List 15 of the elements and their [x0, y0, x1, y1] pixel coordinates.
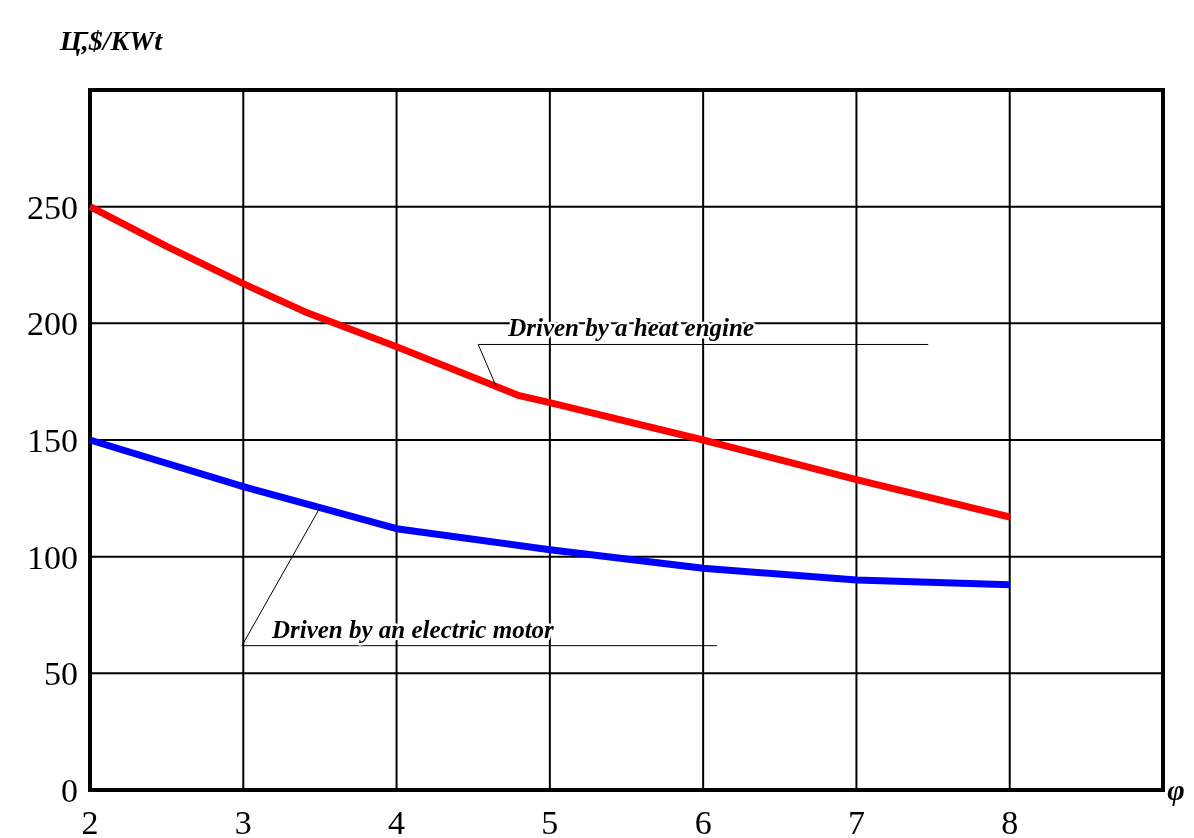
x-tick-label: 4	[388, 804, 406, 838]
x-tick-label: 2	[81, 804, 99, 838]
y-tick-label: 150	[27, 422, 78, 459]
x-tick-label: 8	[1001, 804, 1019, 838]
y-tick-label: 200	[27, 305, 78, 343]
y-tick-label: 250	[27, 188, 78, 226]
x-tick-label: 3	[234, 804, 252, 838]
x-tick-label: 5	[541, 804, 559, 838]
x-axis-title: φ	[1167, 773, 1185, 806]
y-tick-label: 0	[61, 772, 78, 809]
y-tick-label: 50	[44, 655, 78, 693]
x-tick-label: 7	[847, 804, 865, 838]
x-tick-label: 6	[694, 804, 712, 838]
y-axis-title: Ц̄,$/KWt	[59, 25, 164, 56]
y-tick-label: 100	[27, 538, 78, 576]
